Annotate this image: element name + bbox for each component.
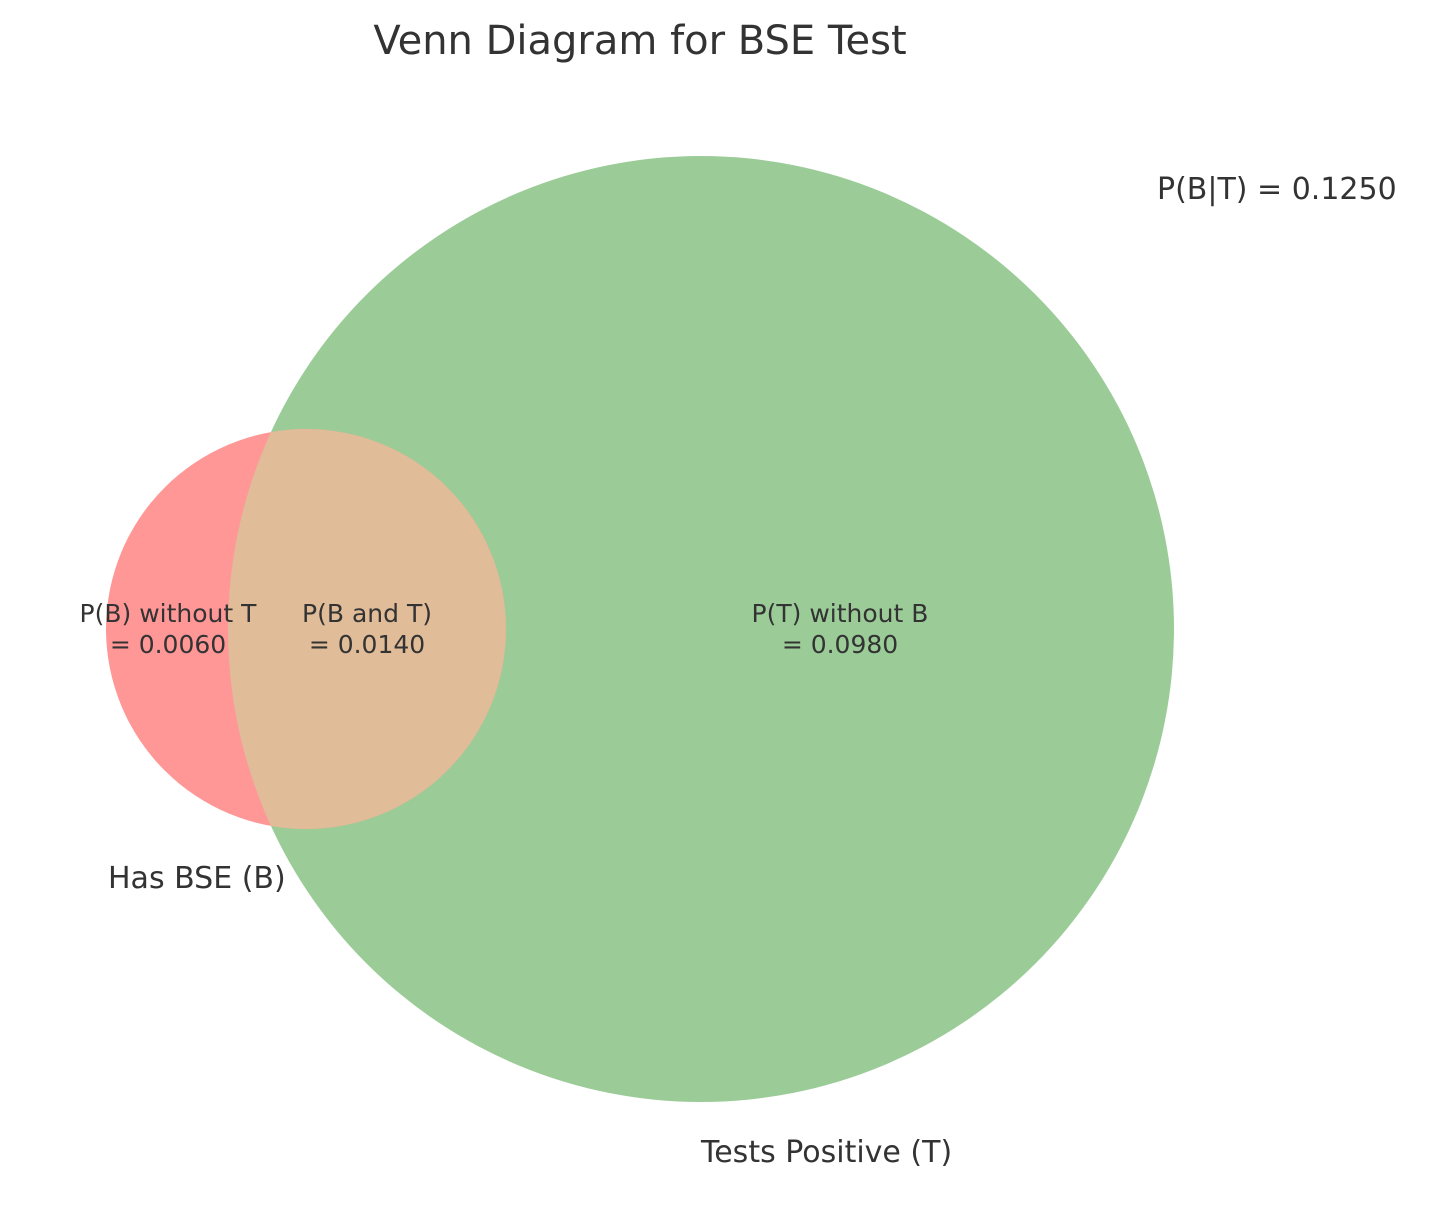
region-b-only-label: P(B) without T — [80, 599, 258, 628]
conditional-probability-label: P(B|T) = 0.1250 — [1157, 172, 1397, 207]
region-both-label: P(B and T) — [302, 599, 432, 628]
region-t-only-label: P(T) without B — [752, 599, 929, 628]
region-t-only-value: = 0.0980 — [782, 630, 898, 659]
set-b-label: Has BSE (B) — [108, 861, 286, 896]
diagram-title: Venn Diagram for BSE Test — [373, 18, 906, 64]
set-t-circle — [228, 156, 1174, 1102]
set-t-label: Tests Positive (T) — [700, 1135, 952, 1170]
region-b-only-value: = 0.0060 — [110, 630, 226, 659]
region-both-value: = 0.0140 — [309, 630, 425, 659]
